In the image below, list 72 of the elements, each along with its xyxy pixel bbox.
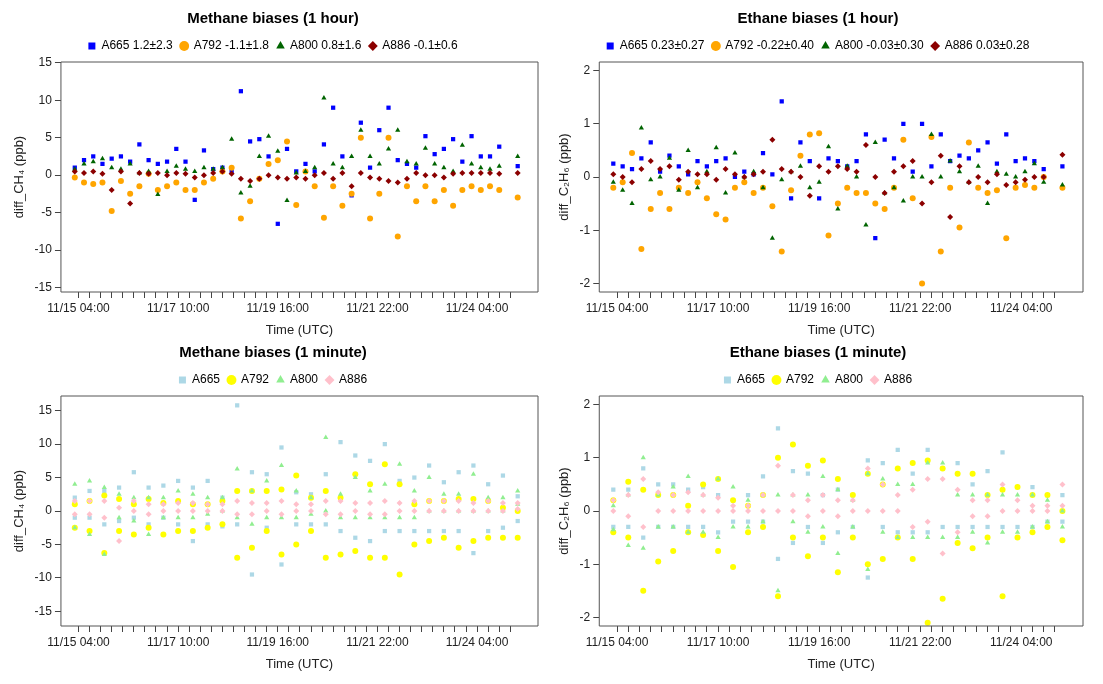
y-tick-label: 10 [38, 436, 53, 451]
legend-label: A792 -1.1±1.8 [193, 38, 270, 53]
y-tick-label: 0 [583, 169, 591, 184]
x-tick-label: 11/19 16:00 [246, 300, 310, 315]
y-tick-label: -2 [579, 609, 591, 624]
legend-label: A800 [290, 372, 319, 387]
y-tick-label: 0 [583, 503, 591, 518]
y-tick-label: 1 [583, 116, 591, 131]
chart-title: Methane biases (1 hour) [187, 9, 359, 27]
y-tick-label: -10 [34, 570, 53, 585]
y-tick-label: 5 [45, 129, 53, 144]
legend-label: A665 0.23±0.27 [619, 38, 705, 53]
x-tick-label: 11/24 04:00 [445, 634, 509, 649]
legend-label: A792 [785, 372, 815, 387]
x-tick-label: 11/21 22:00 [888, 300, 952, 315]
x-axis-title: Time (UTC) [265, 321, 334, 337]
x-axis-title: Time (UTC) [265, 655, 334, 671]
x-axis-title: Time (UTC) [807, 321, 875, 337]
y-tick-label: 5 [45, 469, 53, 484]
x-tick-label: 11/17 10:00 [146, 300, 210, 315]
x-tick-label: 11/21 22:00 [346, 300, 410, 315]
legend-label: A886 [339, 372, 368, 387]
x-tick-label: 11/24 04:00 [445, 300, 509, 315]
x-tick-label: 11/17 10:00 [146, 634, 210, 649]
legend-label: A792 [240, 372, 270, 387]
y-tick-label: -15 [34, 603, 53, 618]
y-axis-title: diff_C₂H₆ (ppb) [556, 133, 572, 221]
y-axis-title: diff_CH₄ (ppb) [11, 469, 27, 553]
y-tick-label: 0 [45, 167, 53, 182]
legend-label: A800 -0.03±0.30 [835, 38, 924, 53]
x-tick-label: 11/21 22:00 [888, 634, 952, 649]
x-tick-label: 11/17 10:00 [686, 300, 750, 315]
legend-label: A665 1.2±2.3 [101, 38, 174, 53]
y-tick-label: -1 [579, 556, 591, 571]
y-tick-label: -1 [579, 222, 591, 237]
x-tick-label: 11/24 04:00 [989, 634, 1053, 649]
y-tick-label: 10 [38, 92, 53, 107]
x-tick-label: 11/19 16:00 [787, 300, 851, 315]
y-tick-label: -5 [41, 536, 53, 551]
y-tick-label: 2 [583, 396, 591, 411]
y-tick-label: 15 [38, 403, 53, 418]
y-tick-label: 1 [583, 450, 591, 465]
y-tick-label: -15 [34, 279, 53, 294]
x-tick-label: 11/15 04:00 [47, 634, 111, 649]
x-tick-label: 11/21 22:00 [346, 634, 410, 649]
chart-title: Ethane biases (1 minute) [729, 343, 907, 361]
x-axis-title: Time (UTC) [807, 655, 875, 671]
y-tick-label: 0 [45, 503, 53, 518]
y-tick-label: 2 [583, 62, 591, 77]
chart-title: Ethane biases (1 hour) [737, 9, 899, 27]
legend-label: A886 0.03±0.28 [944, 38, 1030, 53]
legend-label: A665 [736, 372, 766, 387]
legend-label: A886 -0.1±0.6 [382, 38, 458, 53]
y-axis-title: diff_CH₄ (ppb) [11, 135, 27, 219]
y-tick-label: -10 [34, 242, 53, 257]
x-tick-label: 11/24 04:00 [989, 300, 1053, 315]
y-tick-label: -5 [41, 204, 53, 219]
x-tick-label: 11/15 04:00 [585, 300, 649, 315]
chart-title: Methane biases (1 minute) [179, 343, 367, 361]
x-tick-label: 11/19 16:00 [787, 634, 851, 649]
legend-label: A886 [884, 372, 913, 387]
legend-label: A665 [191, 372, 221, 387]
x-tick-label: 11/19 16:00 [246, 634, 310, 649]
y-tick-label: -2 [579, 275, 591, 290]
x-tick-label: 11/17 10:00 [686, 634, 750, 649]
y-tick-label: 15 [38, 55, 53, 70]
x-tick-label: 11/15 04:00 [47, 300, 111, 315]
y-axis-title: diff_C₂H₆ (ppb) [556, 467, 572, 555]
legend-label: A800 [835, 372, 864, 387]
x-tick-label: 11/15 04:00 [585, 634, 649, 649]
legend-label: A800 0.8±1.6 [290, 38, 362, 53]
legend-label: A792 -0.22±0.40 [725, 38, 815, 53]
